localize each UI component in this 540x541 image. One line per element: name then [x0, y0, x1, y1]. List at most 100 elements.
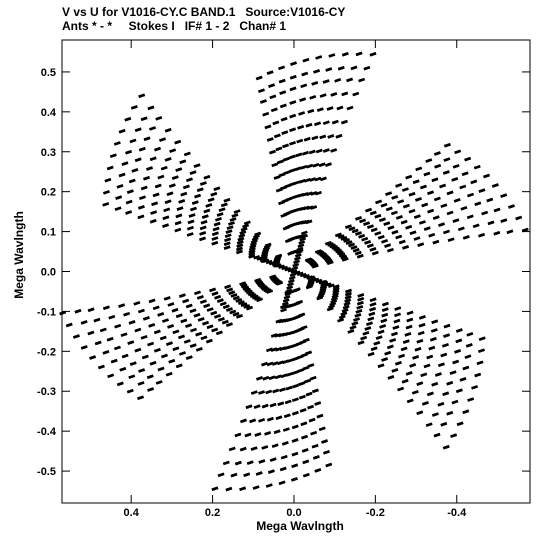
uv-point — [129, 361, 137, 366]
uv-point — [199, 181, 207, 186]
uv-point — [440, 203, 448, 208]
uv-point — [344, 298, 352, 303]
uv-point — [358, 234, 366, 239]
uv-point — [391, 195, 399, 200]
uv-point — [327, 134, 335, 139]
uv-point — [277, 159, 284, 165]
uv-point — [362, 331, 370, 336]
uv-point — [428, 345, 436, 351]
uv-point — [394, 312, 401, 318]
uv-point — [283, 413, 291, 418]
uv-point — [255, 471, 263, 476]
uv-point — [414, 347, 422, 352]
uv-point — [491, 183, 499, 188]
uv-point — [415, 166, 423, 172]
uv-point — [357, 297, 365, 302]
uv-point — [140, 116, 148, 121]
uv-point — [279, 103, 287, 109]
uv-point — [318, 290, 326, 295]
uv-point — [395, 361, 402, 366]
uv-point — [476, 360, 484, 366]
uv-point — [433, 432, 441, 438]
uv-point — [426, 354, 434, 360]
uv-point — [243, 304, 251, 309]
uv-point — [472, 223, 480, 229]
uv-point — [255, 279, 263, 285]
uv-point — [357, 340, 365, 346]
uv-point — [521, 227, 529, 233]
uv-point — [234, 460, 242, 466]
uv-point — [191, 200, 199, 205]
uv-point — [266, 347, 273, 353]
uv-point — [465, 343, 473, 348]
uv-point — [183, 339, 191, 344]
chart-subtitle: Ants * - * Stokes I IF# 1 - 2 Chan# 1 — [62, 19, 287, 33]
uv-point — [253, 255, 261, 260]
y-tick-label: 0.3 — [41, 147, 56, 159]
uv-point — [155, 116, 163, 121]
uv-point — [311, 135, 319, 141]
uv-point — [261, 403, 269, 409]
uv-point — [413, 214, 421, 219]
uv-point — [225, 486, 233, 492]
uv-point — [308, 417, 316, 423]
uv-point — [274, 263, 282, 268]
uv-point — [312, 388, 319, 394]
uv-point — [311, 443, 319, 449]
uv-point — [178, 293, 186, 298]
uv-point — [333, 246, 341, 252]
uv-point — [454, 149, 462, 155]
uv-point — [116, 184, 124, 189]
uv-point — [130, 105, 138, 110]
uv-point — [186, 232, 194, 237]
uv-point — [94, 340, 102, 346]
uv-point — [161, 353, 168, 359]
uv-point — [340, 254, 348, 260]
uv-point — [462, 235, 470, 240]
uv-point — [262, 111, 270, 117]
uv-point — [125, 150, 132, 155]
uv-point — [299, 237, 307, 242]
uv-point — [180, 318, 188, 324]
uv-point — [140, 185, 148, 191]
y-tick-label: -0.1 — [37, 306, 56, 318]
uv-point — [381, 312, 389, 318]
uv-point — [298, 240, 306, 245]
uv-point — [114, 206, 122, 211]
uv-point — [103, 190, 110, 195]
uv-point — [124, 117, 132, 122]
uv-point — [245, 404, 253, 409]
uv-point — [298, 111, 306, 116]
uv-point — [332, 284, 340, 289]
uv-point — [302, 57, 310, 63]
uv-point — [256, 281, 264, 286]
uv-point — [266, 70, 274, 75]
uv-point — [307, 404, 314, 410]
uv-point — [282, 157, 290, 162]
uv-point — [318, 426, 326, 432]
uv-point — [384, 350, 392, 356]
uv-point — [487, 220, 495, 226]
uv-point — [246, 305, 253, 311]
uv-point — [431, 412, 439, 417]
uv-point — [138, 93, 146, 99]
uv-point — [318, 292, 325, 297]
tick-labels: 0.4 0.2 0.0 -0.2 -0.4 0.5 0.4 0.3 0.2 0.1 0.0 -0.1 -… — [37, 67, 467, 519]
uv-point — [262, 258, 270, 264]
uv-point — [403, 203, 410, 209]
uv-point — [279, 387, 286, 392]
uv-point — [340, 236, 348, 241]
uv-point — [224, 284, 232, 290]
uv-point — [311, 81, 319, 86]
y-tick-label: 0.1 — [41, 227, 56, 239]
uv-point — [327, 242, 334, 247]
uv-point — [363, 221, 370, 226]
uv-point — [201, 214, 209, 219]
uv-point — [289, 154, 296, 160]
uv-point — [287, 268, 295, 273]
uv-point — [280, 117, 288, 122]
uv-point — [366, 243, 374, 248]
uv-point — [325, 162, 332, 167]
uv-point — [232, 295, 240, 301]
uv-point — [455, 328, 463, 333]
